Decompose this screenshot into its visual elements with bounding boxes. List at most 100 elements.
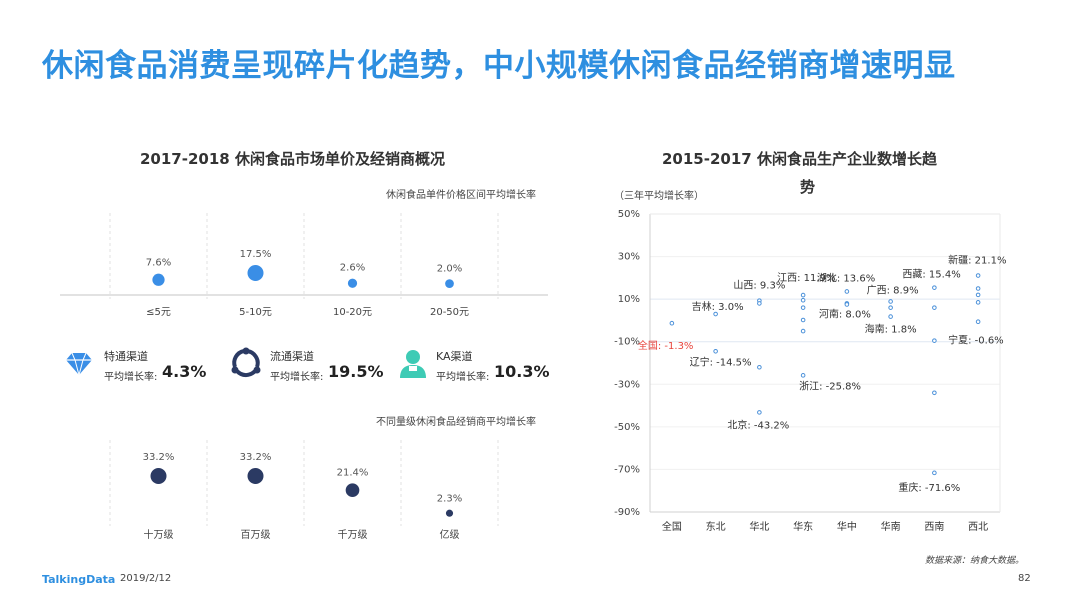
channel-name-circulation: 流通渠道 [270, 350, 314, 363]
channel-label-ka: 平均增长率: [436, 372, 490, 383]
data-point [932, 390, 937, 396]
value-label-1: 17.5% [240, 249, 272, 260]
data-point [975, 286, 981, 291]
data-point [800, 292, 806, 298]
dealer-scale-chart: 33.2% 十万级 33.2% 百万级 21.4% 千万级 2.3% 亿级 [109, 440, 499, 541]
channel-name-special: 特通渠道 [104, 350, 148, 363]
bubble-0 [152, 273, 165, 286]
diamond-icon [66, 352, 92, 377]
data-point [932, 305, 937, 310]
price-range-chart: 7.6% ≤5元 17.5% 5-10元 2.6% 10-20元 2.0% 20-50元 [60, 213, 548, 318]
annotation-label: 广西: 8.9% [867, 284, 919, 296]
annotation-label: 全国: -1.3% [638, 339, 694, 352]
data-point [932, 470, 937, 476]
data-point [975, 319, 981, 325]
annotation-label: 海南: 1.8% [865, 323, 917, 336]
channel-label-circulation: 平均增长率: [270, 372, 324, 383]
x-tick-label: 华东 [793, 520, 813, 533]
y-tick-label: 10% [618, 294, 640, 305]
category-label-0: ≤5元 [146, 307, 171, 318]
data-point [844, 289, 850, 294]
y-tick-label: 30% [618, 252, 640, 263]
bubble-1 [247, 468, 264, 484]
y-tick-label: -50% [614, 422, 640, 433]
data-point [800, 297, 806, 303]
brand-logo: TalkingData [42, 573, 116, 586]
x-tick-label: 西南 [924, 520, 944, 533]
annotation-label: 宁夏: -0.6% [948, 334, 1004, 347]
annotation-label: 吉林: 3.0% [692, 300, 744, 313]
annotation-label: 江西: 11.9% [777, 272, 835, 284]
data-point [975, 273, 981, 278]
dealer-subtitle: 不同量级休闲食品经销商平均增长率 [376, 417, 536, 428]
data-point [844, 302, 850, 307]
x-tick-label: 华中 [837, 520, 857, 533]
value-label-2: 2.6% [340, 263, 365, 274]
data-point [669, 320, 675, 326]
channel-value-ka: 10.3% [494, 362, 550, 381]
x-tick-label: 华南 [881, 520, 901, 533]
data-point [713, 311, 718, 317]
page-title: 休闲食品消费呈现碎片化趋势，中小规模休闲食品经销商增速明显 [42, 48, 956, 84]
y-tick-label: 50% [618, 209, 640, 220]
data-point [975, 292, 981, 298]
category-label-1: 百万级 [241, 529, 271, 541]
right-chart-title-line2: 势 [800, 178, 816, 196]
right-chart-title-line1: 2015-2017 休闲食品生产企业数增长趋 [662, 150, 937, 168]
y-tick-label: -10% [614, 337, 640, 348]
category-label-2: 千万级 [338, 529, 368, 541]
annotation-label: 湖北: 13.6% [817, 272, 875, 284]
left-chart-title: 2017-2018 休闲食品市场单价及经销商概况 [140, 150, 445, 168]
annotation-label: 辽宁: -14.5% [690, 355, 752, 368]
y-tick-label: -30% [614, 379, 640, 390]
annotation-label: 北京: -43.2% [727, 418, 789, 431]
network-icon [231, 347, 261, 378]
data-point [932, 285, 937, 290]
channel-value-special: 4.3% [162, 362, 207, 381]
x-tick-label: 华北 [749, 520, 769, 533]
value-label-3: 2.0% [437, 263, 462, 274]
data-point [800, 305, 806, 310]
person-icon [400, 350, 426, 378]
page-number: 82 [1018, 573, 1031, 584]
data-point [757, 364, 762, 370]
annotation-label: 重庆: -71.6% [898, 481, 960, 494]
unit-label: （三年平均增长率） [614, 191, 704, 202]
annotation-label: 新疆: 21.1% [948, 254, 1006, 267]
bubble-2 [345, 483, 360, 498]
data-point [975, 300, 981, 305]
y-tick-label: -90% [614, 507, 640, 518]
x-tick-label: 东北 [706, 520, 726, 533]
data-point [800, 328, 806, 334]
source-note: 数据来源：纳食大数据。 [925, 556, 1025, 566]
category-label-2: 10-20元 [333, 307, 372, 318]
x-tick-label: 西北 [968, 521, 988, 533]
annotation-label: 山西: 9.3% [733, 280, 785, 292]
channel-circulation [230, 347, 262, 383]
category-label-3: 20-50元 [430, 307, 469, 318]
x-tick-label: 全国 [662, 520, 682, 533]
value-label-0: 7.6% [146, 258, 171, 269]
channel-name-ka: KA渠道 [436, 350, 473, 363]
value-label-2: 21.4% [337, 467, 369, 478]
value-label-0: 33.2% [143, 452, 175, 463]
channel-special [64, 348, 94, 382]
data-point [713, 348, 718, 354]
bubble-3 [445, 509, 454, 517]
y-tick-label: -70% [614, 464, 640, 475]
price-subtitle: 休闲食品单件价格区间平均增长率 [386, 190, 536, 201]
data-point [800, 373, 806, 378]
annotation-label: 河南: 8.0% [819, 307, 871, 320]
channel-ka [398, 347, 428, 383]
bubble-2 [347, 278, 358, 288]
bubble-0 [150, 468, 167, 484]
value-label-1: 33.2% [240, 452, 272, 463]
channel-value-circulation: 19.5% [328, 362, 384, 381]
data-point [888, 314, 893, 319]
region-scatter-chart: 50% 30% 10% -10% -30% -50% -70% -90% 全国 东北 华北 华东 华中 华… [614, 209, 1006, 533]
channel-label-special: 平均增长率: [104, 372, 158, 383]
annotation-label: 西藏: 15.4% [902, 269, 960, 281]
annotation-label: 浙江: -25.8% [799, 380, 861, 392]
category-label-0: 十万级 [144, 528, 174, 541]
bubble-1 [247, 265, 264, 281]
